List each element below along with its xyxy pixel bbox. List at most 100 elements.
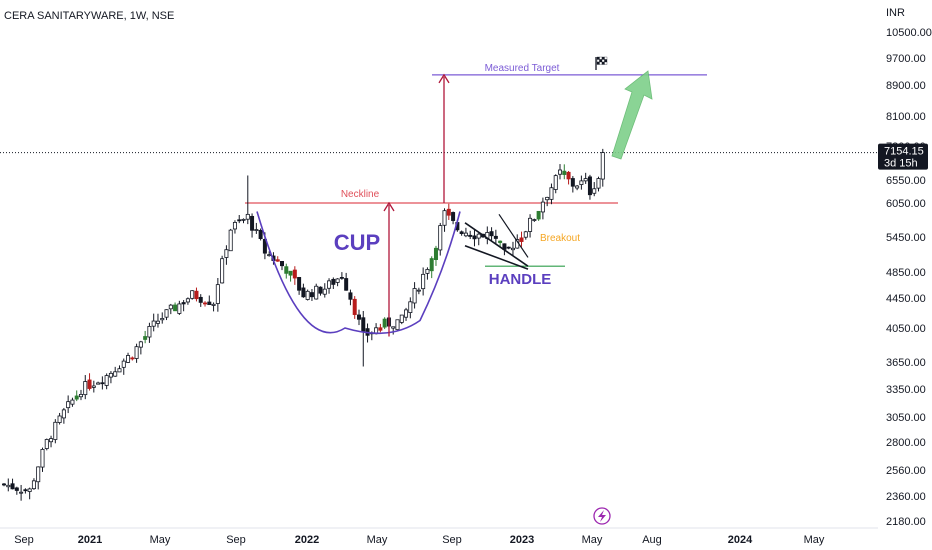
candle[interactable] [190, 290, 195, 300]
candle[interactable] [126, 352, 131, 364]
price-axis[interactable]: INR 10500.009700.008900.008100.007300.00… [886, 7, 932, 528]
candle[interactable] [459, 230, 464, 236]
candle[interactable] [237, 214, 242, 224]
candle[interactable] [275, 256, 280, 262]
candle[interactable] [309, 288, 314, 301]
candle[interactable] [113, 366, 118, 377]
candle[interactable] [506, 246, 511, 250]
candle[interactable] [562, 164, 567, 180]
candle[interactable] [446, 203, 451, 220]
candle[interactable] [297, 276, 302, 295]
candle[interactable] [57, 412, 62, 425]
candle[interactable] [331, 277, 336, 290]
candle[interactable] [600, 148, 605, 187]
candle[interactable] [224, 245, 229, 265]
candle[interactable] [130, 356, 135, 361]
candle[interactable] [173, 302, 178, 312]
candle[interactable] [519, 231, 524, 247]
candle[interactable] [254, 222, 259, 234]
candle[interactable] [241, 218, 246, 224]
candle[interactable] [53, 419, 58, 444]
candle[interactable] [87, 373, 92, 391]
candle[interactable] [314, 283, 319, 300]
candle[interactable] [528, 214, 533, 238]
candle[interactable] [138, 340, 143, 355]
candle[interactable] [356, 309, 361, 326]
candle[interactable] [215, 277, 220, 312]
candle[interactable] [143, 330, 148, 344]
candle[interactable] [100, 376, 105, 390]
candle[interactable] [83, 375, 88, 400]
candle[interactable] [91, 380, 96, 393]
candle[interactable] [558, 164, 563, 180]
candle[interactable] [489, 227, 494, 242]
candle[interactable] [203, 301, 208, 307]
candle[interactable] [147, 322, 152, 343]
candle[interactable] [44, 438, 49, 451]
candle[interactable] [361, 310, 366, 367]
candle[interactable] [592, 182, 597, 197]
candle[interactable] [587, 174, 592, 200]
candle[interactable] [322, 283, 327, 298]
candle[interactable] [168, 303, 173, 315]
candle[interactable] [583, 172, 588, 184]
candle[interactable] [78, 389, 83, 401]
candle[interactable] [327, 278, 332, 294]
candle[interactable] [96, 381, 101, 385]
candle[interactable] [493, 229, 498, 245]
candles[interactable] [2, 148, 605, 501]
candle[interactable] [160, 312, 165, 324]
candle[interactable] [425, 267, 430, 280]
candle[interactable] [553, 174, 558, 194]
candle[interactable] [280, 261, 285, 271]
candle[interactable] [395, 319, 400, 332]
candle[interactable] [404, 307, 409, 321]
candle[interactable] [232, 220, 237, 234]
candle[interactable] [579, 175, 584, 190]
candle[interactable] [416, 287, 421, 295]
candle[interactable] [476, 233, 481, 246]
candle[interactable] [344, 272, 349, 291]
candle[interactable] [2, 483, 7, 487]
candle[interactable] [292, 266, 297, 285]
candle[interactable] [198, 294, 203, 307]
candle[interactable] [510, 241, 515, 256]
candle[interactable] [155, 313, 160, 328]
candle[interactable] [575, 184, 580, 191]
candle[interactable] [23, 488, 28, 494]
candle[interactable] [540, 197, 545, 220]
time-axis[interactable]: Sep 2021 May Sep 2022 May Sep 2023 May Aug 2024 May [0, 527, 878, 546]
candle[interactable] [301, 283, 306, 298]
candle[interactable] [70, 397, 75, 407]
candle[interactable] [523, 230, 528, 240]
candle[interactable] [463, 227, 468, 238]
candle[interactable] [181, 300, 186, 312]
candle[interactable] [545, 196, 550, 207]
candle[interactable] [31, 478, 36, 490]
candle[interactable] [14, 486, 19, 495]
candle[interactable] [318, 286, 323, 296]
candle[interactable] [536, 210, 541, 221]
candle[interactable] [532, 218, 537, 222]
candle[interactable] [549, 183, 554, 205]
candle[interactable] [164, 309, 169, 321]
candle[interactable] [408, 297, 413, 319]
candle[interactable] [121, 358, 126, 375]
candle[interactable] [438, 222, 443, 256]
candle[interactable] [177, 300, 182, 315]
candle[interactable] [228, 228, 233, 252]
candle[interactable] [220, 255, 225, 284]
candle[interactable] [19, 484, 24, 501]
candle[interactable] [117, 365, 122, 373]
candle[interactable] [335, 278, 340, 287]
candle[interactable] [442, 208, 447, 232]
candle[interactable] [378, 323, 383, 333]
candle[interactable] [468, 230, 473, 240]
candle[interactable] [305, 289, 310, 301]
candle[interactable] [421, 267, 426, 296]
candle[interactable] [596, 176, 601, 192]
candle[interactable] [36, 466, 41, 490]
candle[interactable] [288, 270, 293, 282]
candle[interactable] [348, 289, 353, 306]
